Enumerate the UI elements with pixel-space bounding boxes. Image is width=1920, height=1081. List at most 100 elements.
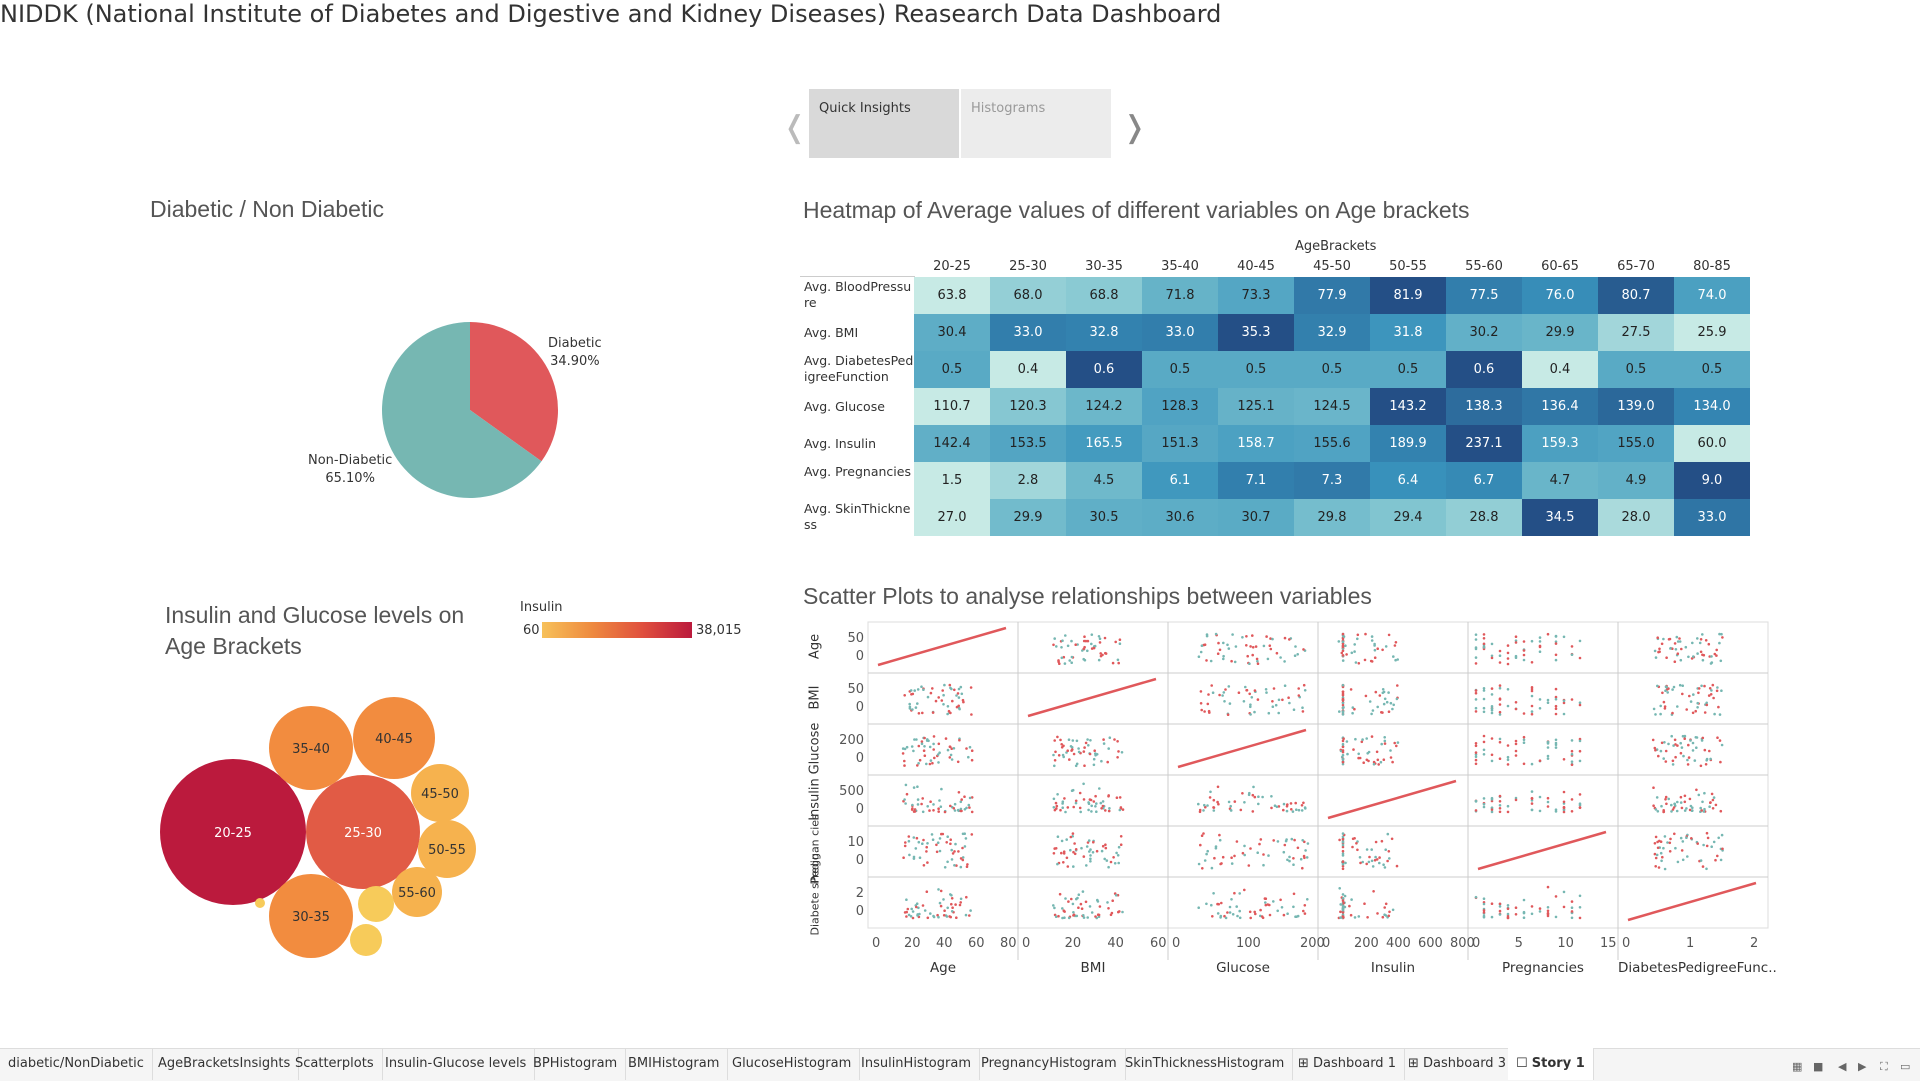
scatter-point — [1530, 661, 1534, 664]
scatter-point — [1341, 760, 1345, 764]
scatter-point — [1490, 759, 1494, 763]
sheet-tab[interactable]: Scatterplots — [287, 1048, 383, 1080]
scatter-point — [1373, 656, 1377, 659]
filmstrip-icon[interactable]: ■ — [1813, 1060, 1824, 1073]
sheet-tab[interactable]: ☐ Story 1 — [1508, 1048, 1594, 1080]
heatmap-cell: 68.8 — [1066, 277, 1142, 314]
scatter-point — [1709, 757, 1712, 761]
scatter-point — [1689, 700, 1693, 703]
scatter-point — [1562, 890, 1566, 894]
scatter-point — [1360, 740, 1364, 744]
sheet-tab[interactable]: InsulinHistogram — [853, 1048, 980, 1080]
bubble-label: 50-55 — [428, 843, 466, 858]
scatter-point — [920, 685, 923, 688]
fullscreen-icon[interactable]: ⛶ — [1880, 1060, 1888, 1073]
story-point-histograms[interactable]: Histograms — [961, 89, 1111, 158]
scatter-point — [1474, 691, 1478, 695]
sheet-tab[interactable]: BMIHistogram — [620, 1048, 729, 1080]
sheet-tab[interactable]: ⊞ Dashboard 1 — [1290, 1048, 1405, 1080]
scatter-point — [1562, 806, 1566, 809]
scatter-point — [1522, 640, 1526, 643]
scatter-point — [1370, 735, 1374, 738]
sheet-tab[interactable]: diabetic/NonDiabetic — [0, 1048, 153, 1080]
sheet-tab[interactable]: ⊞ Dashboard 3 — [1400, 1048, 1515, 1080]
scatter-point — [1711, 807, 1715, 810]
prev-sheet-icon[interactable]: ◀ — [1838, 1060, 1847, 1073]
scatter-point — [1482, 909, 1486, 912]
scatter-point — [1681, 840, 1685, 843]
scatter-point — [1095, 810, 1098, 813]
scatter-point — [1304, 807, 1307, 810]
scatter-point — [1679, 741, 1682, 745]
scatter-point — [968, 806, 971, 809]
scatter-point — [1052, 753, 1055, 757]
sheet-tab[interactable]: SkinThicknessHistogram — [1117, 1048, 1294, 1080]
scatter-point — [1250, 696, 1254, 699]
scatter-point — [922, 864, 926, 867]
scatter-point — [1365, 848, 1369, 851]
scatter-point — [950, 897, 954, 900]
scatter-point — [1104, 651, 1107, 655]
sheet-tab[interactable]: PregnancyHistogram — [973, 1048, 1126, 1080]
scatter-point — [914, 706, 918, 709]
chevron-left-icon[interactable]: ❬ — [782, 110, 808, 145]
scatter-point — [1070, 746, 1074, 749]
sheet-tab[interactable]: BPHistogram — [525, 1048, 627, 1080]
scatter-point — [1684, 645, 1688, 649]
scatter-point — [1301, 706, 1304, 709]
scatter-point — [1368, 700, 1372, 703]
heatmap-cell: 7.1 — [1218, 462, 1294, 499]
heatmap-title: Heatmap of Average values of different v… — [803, 197, 1470, 223]
scatter-point — [1305, 856, 1309, 859]
sheet-tab[interactable]: Insulin-Glucose levels — [377, 1048, 536, 1080]
scatter-point — [959, 901, 962, 904]
scatter-point — [932, 748, 935, 751]
scatter-point — [1696, 706, 1699, 709]
scatter-point — [1102, 738, 1105, 741]
scatter-point — [1490, 810, 1494, 814]
scatter-point — [1075, 914, 1079, 918]
scatter-point — [1366, 916, 1369, 919]
scatter-point — [903, 798, 906, 801]
scatter-point — [1296, 914, 1300, 918]
scatter-point — [925, 762, 928, 766]
scatter-point — [1296, 846, 1300, 850]
heatmap-cell: 136.4 — [1522, 388, 1598, 425]
scatter-point — [1227, 685, 1231, 688]
scatter-x-tick: 20 — [1064, 936, 1082, 951]
present-icon[interactable]: ▭ — [1900, 1060, 1911, 1073]
scatter-point — [1341, 640, 1345, 643]
scatter-point — [1652, 804, 1655, 807]
scatter-point — [904, 783, 908, 787]
scatter-point — [906, 907, 910, 911]
scatter-point — [1249, 705, 1252, 709]
scatter-point — [1578, 703, 1582, 707]
scatter-point — [1554, 808, 1558, 811]
scatter-point — [1208, 796, 1212, 799]
scatter-point — [1707, 694, 1711, 697]
scatter-point — [1341, 632, 1345, 636]
scatter-point — [1245, 689, 1248, 692]
scatter-point — [1089, 848, 1092, 851]
scatter-point — [1679, 658, 1683, 662]
scatter-point — [955, 916, 958, 919]
scatter-point — [908, 707, 912, 710]
scatter-point — [1514, 707, 1518, 711]
grid-view-icon[interactable]: ▦ — [1792, 1060, 1803, 1073]
chevron-right-icon[interactable]: ❭ — [1122, 110, 1148, 145]
scatter-point — [1349, 688, 1353, 691]
scatter-point — [1077, 750, 1081, 754]
scatter-point — [1059, 808, 1062, 812]
next-sheet-icon[interactable]: ▶ — [1858, 1060, 1867, 1073]
scatter-point — [1068, 659, 1071, 662]
scatter-point — [1341, 908, 1345, 912]
scatter-point — [1367, 759, 1370, 763]
story-point-quick-insights[interactable]: Quick Insights — [809, 89, 959, 158]
sheet-tab[interactable]: AgeBracketsInsights — [150, 1048, 300, 1080]
scatter-point — [1086, 841, 1090, 844]
scatter-point — [1254, 645, 1258, 648]
scatter-point — [1687, 655, 1690, 659]
sheet-tab[interactable]: GlucoseHistogram — [724, 1048, 861, 1080]
scatter-point — [1210, 903, 1213, 907]
scatter-point — [1054, 801, 1058, 805]
